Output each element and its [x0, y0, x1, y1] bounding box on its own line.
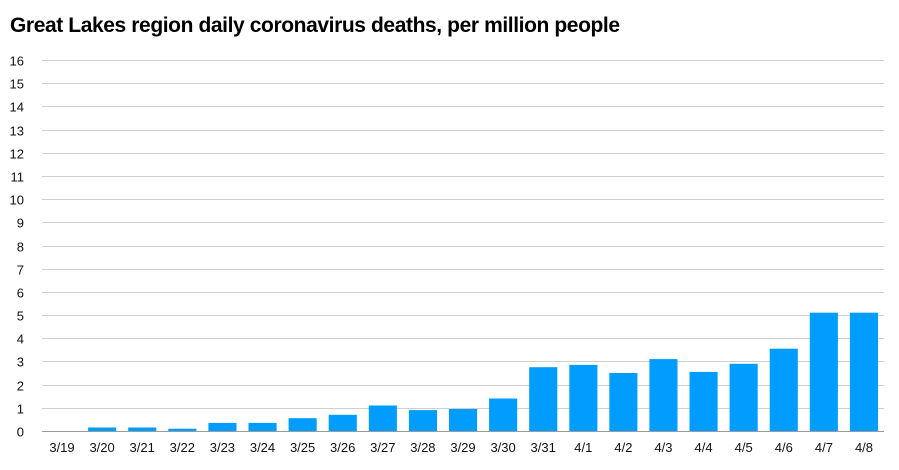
- y-tick-label: 11: [11, 170, 25, 185]
- x-tick-label: 3/19: [49, 440, 74, 455]
- bar: [569, 364, 598, 431]
- y-tick-label: 6: [17, 286, 24, 301]
- y-tick-label: 5: [17, 309, 24, 324]
- gridlines: [42, 60, 884, 432]
- x-tick-label: 4/6: [775, 440, 793, 455]
- bars: [88, 312, 878, 431]
- x-tick-label: 4/7: [815, 440, 833, 455]
- bar: [168, 428, 197, 431]
- x-tick-label: 4/4: [695, 440, 713, 455]
- y-tick-label: 9: [17, 216, 24, 231]
- x-tick-label: 3/25: [290, 440, 315, 455]
- y-tick-label: 2: [17, 379, 24, 394]
- y-tick-label: 3: [17, 355, 24, 370]
- y-tick-label: 14: [10, 100, 24, 115]
- x-tick-label: 4/2: [614, 440, 632, 455]
- x-tick-label: 4/3: [654, 440, 672, 455]
- x-tick-label: 3/24: [250, 440, 275, 455]
- bar: [208, 422, 237, 431]
- y-tick-label: 13: [10, 124, 24, 139]
- bar: [689, 371, 718, 431]
- y-tick-label: 15: [10, 77, 24, 92]
- x-tick-label: 3/31: [531, 440, 556, 455]
- bar: [489, 398, 518, 431]
- y-tick-label: 7: [17, 263, 24, 278]
- chart-title: Great Lakes region daily coronavirus dea…: [10, 14, 620, 37]
- x-tick-label: 3/22: [170, 440, 195, 455]
- y-tick-label: 16: [10, 54, 24, 69]
- x-tick-label: 4/5: [735, 440, 753, 455]
- x-tick-label: 3/26: [330, 440, 355, 455]
- bar: [649, 359, 678, 431]
- x-tick-label: 3/29: [450, 440, 475, 455]
- y-tick-label: 12: [10, 147, 24, 162]
- x-tick-label: 3/20: [89, 440, 114, 455]
- x-tick-label: 3/27: [370, 440, 395, 455]
- bar: [729, 363, 758, 431]
- y-tick-label: 4: [17, 332, 24, 347]
- bar: [809, 312, 838, 431]
- bar: [328, 414, 357, 431]
- bar: [128, 427, 157, 431]
- bar: [368, 405, 397, 431]
- bar: [248, 422, 277, 431]
- bar: [529, 367, 558, 431]
- bar: [769, 348, 798, 431]
- x-tick-label: 4/8: [855, 440, 873, 455]
- x-tick-label: 3/28: [410, 440, 435, 455]
- x-tick-label: 3/21: [130, 440, 155, 455]
- y-tick-label: 0: [17, 425, 24, 440]
- bar: [449, 409, 478, 431]
- y-tick-label: 1: [17, 402, 24, 417]
- x-tick-label: 3/23: [210, 440, 235, 455]
- bar: [288, 418, 317, 431]
- bar: [609, 373, 638, 431]
- bar: [88, 427, 117, 431]
- bar: [849, 312, 878, 431]
- x-tick-label: 4/1: [574, 440, 592, 455]
- y-tick-label: 10: [10, 193, 24, 208]
- x-axis-ticks: 3/19 3/20 3/21 3/22 3/23 3/24 3/25 3/26 3/27 3/28…: [49, 440, 873, 455]
- y-tick-label: 8: [17, 240, 24, 255]
- bar: [408, 410, 437, 431]
- x-tick-label: 3/30: [490, 440, 515, 455]
